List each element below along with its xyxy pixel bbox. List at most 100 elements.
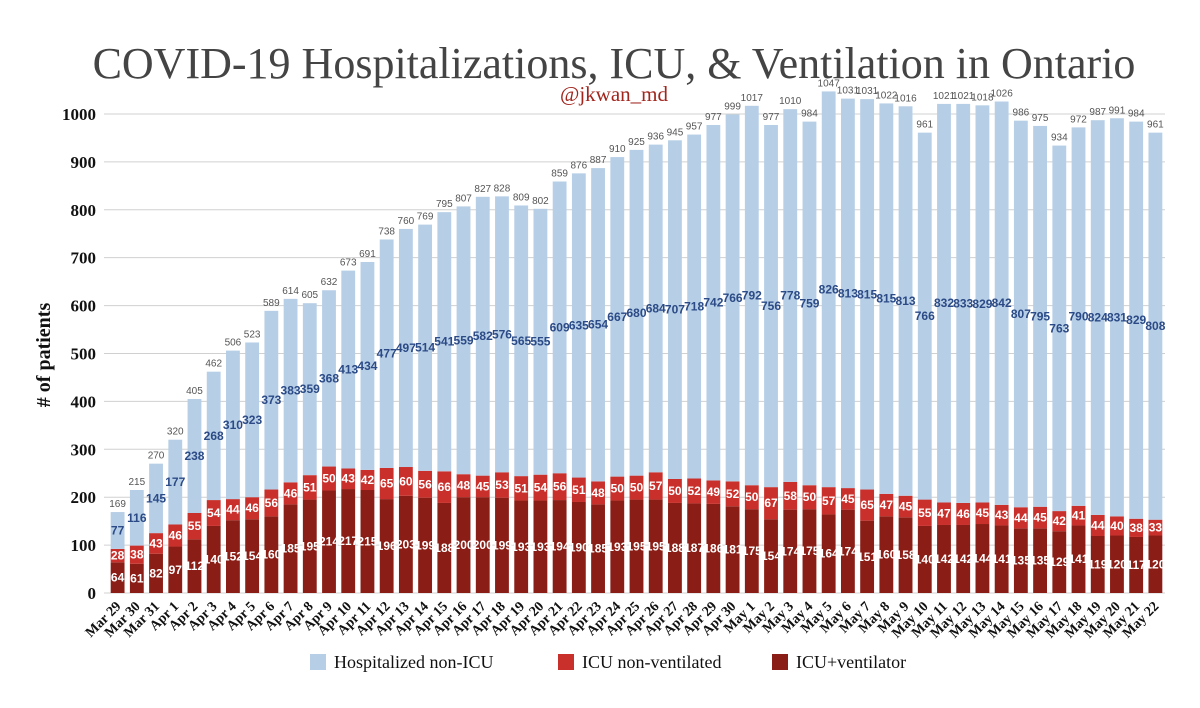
bar-icu-non-ventilated	[533, 474, 548, 501]
label-hospitalized-non-icu: 635	[569, 318, 589, 332]
bar-icu-ventilator	[610, 500, 625, 593]
bar-icu-ventilator	[398, 495, 413, 593]
label-icu-ventilator: 140	[915, 552, 935, 566]
label-icu-ventilator: 64	[111, 571, 125, 585]
label-total: 589	[263, 298, 280, 309]
y-tick-label: 400	[71, 392, 97, 411]
bar-hospitalized-non-icu	[1129, 121, 1144, 519]
bar-icu-ventilator	[283, 504, 298, 593]
label-icu-ventilator: 164	[819, 547, 839, 561]
bar-hospitalized-non-icu	[495, 196, 509, 473]
bar-hospitalized-non-icu	[917, 132, 932, 500]
label-total: 1026	[991, 88, 1014, 99]
label-icu-non-ventilated: 50	[322, 472, 336, 486]
bar-icu-ventilator	[245, 519, 260, 593]
label-icu-ventilator: 140	[204, 552, 224, 566]
label-icu-non-ventilated: 43	[342, 472, 356, 486]
label-icu-non-ventilated: 56	[418, 477, 432, 491]
bar-icu-non-ventilated	[206, 500, 221, 526]
label-hospitalized-non-icu: 813	[896, 294, 916, 308]
bar-hospitalized-non-icu	[860, 99, 875, 490]
label-icu-ventilator: 97	[169, 563, 183, 577]
bar-icu-ventilator	[764, 519, 778, 593]
y-axis-ticks: 0 100 200 300 400 500 600 700 800 900 1000	[62, 105, 96, 603]
label-icu-non-ventilated: 54	[207, 506, 221, 520]
bar-icu-non-ventilated	[571, 477, 586, 502]
bar-hospitalized-non-icu	[879, 103, 894, 494]
bar-icu-ventilator	[1148, 535, 1163, 593]
bar-hospitalized-non-icu	[456, 206, 471, 475]
bar-icu-non-ventilated	[840, 488, 855, 510]
bar-icu-non-ventilated	[725, 481, 740, 507]
label-total: 828	[494, 183, 511, 194]
y-tick-label: 600	[71, 297, 97, 316]
bar-hospitalized-non-icu	[245, 342, 260, 498]
label-icu-ventilator: 181	[723, 543, 743, 557]
bar-icu-ventilator	[322, 490, 336, 593]
bar-icu-non-ventilated	[456, 474, 471, 498]
y-tick-label: 200	[71, 488, 97, 507]
bar-icu-non-ventilated	[956, 502, 971, 525]
legend: Hospitalized non-ICU ICU non-ventilated IC…	[310, 652, 906, 672]
chart-title: COVID-19 Hospitalizations, ICU, & Ventil…	[93, 39, 1136, 88]
bar-icu-non-ventilated	[917, 499, 932, 526]
label-icu-ventilator: 160	[261, 548, 281, 562]
label-hospitalized-non-icu: 654	[588, 318, 608, 332]
label-icu-ventilator: 185	[281, 542, 301, 556]
bar-hospitalized-non-icu	[514, 205, 529, 477]
label-icu-non-ventilated: 43	[149, 536, 163, 550]
label-hospitalized-non-icu: 368	[319, 371, 339, 385]
label-icu-ventilator: 200	[454, 538, 474, 552]
bar-icu-non-ventilated	[648, 472, 663, 500]
bar-icu-non-ventilated	[994, 504, 1009, 526]
label-hospitalized-non-icu: 609	[550, 320, 570, 334]
bar-hospitalized-non-icu	[1071, 127, 1086, 506]
bar-hospitalized-non-icu	[571, 173, 586, 478]
label-hospitalized-non-icu: 413	[338, 363, 358, 377]
bar-icu-ventilator	[725, 506, 740, 593]
label-icu-non-ventilated: 56	[265, 496, 279, 510]
label-hospitalized-non-icu: 831	[1107, 310, 1127, 324]
label-total: 523	[244, 329, 261, 340]
label-icu-ventilator: 217	[338, 534, 358, 548]
bar-icu-ventilator	[840, 509, 855, 593]
label-icu-non-ventilated: 57	[649, 479, 663, 493]
label-total: 972	[1070, 114, 1087, 125]
bar-icu-non-ventilated	[668, 478, 682, 503]
bar-icu-non-ventilated	[129, 545, 144, 564]
label-icu-non-ventilated: 28	[111, 549, 125, 563]
label-total: 614	[282, 286, 299, 297]
label-hospitalized-non-icu: 77	[111, 523, 125, 537]
label-icu-ventilator: 154	[761, 549, 781, 563]
label-total: 987	[1089, 107, 1106, 118]
label-total: 215	[128, 477, 145, 488]
bar-icu-non-ventilated	[937, 502, 951, 525]
bar-hospitalized-non-icu	[418, 224, 433, 471]
label-total: 887	[590, 155, 607, 166]
label-icu-non-ventilated: 50	[668, 484, 682, 498]
label-hospitalized-non-icu: 813	[838, 286, 858, 300]
label-icu-ventilator: 186	[703, 541, 723, 555]
bar-icu-ventilator	[975, 524, 990, 593]
label-icu-ventilator: 129	[1049, 555, 1069, 569]
label-total: 977	[705, 112, 722, 123]
label-total: 991	[1109, 105, 1126, 116]
bar-icu-ventilator	[1033, 528, 1048, 593]
label-hospitalized-non-icu: 707	[665, 303, 685, 317]
label-icu-non-ventilated: 48	[591, 486, 605, 500]
bar-icu-ventilator	[783, 509, 798, 593]
label-icu-non-ventilated: 45	[841, 492, 855, 506]
bar-icu-non-ventilated	[744, 485, 759, 510]
bar-icu-non-ventilated	[1052, 511, 1067, 532]
bar-icu-ventilator	[187, 539, 202, 593]
label-icu-ventilator: 152	[223, 550, 243, 564]
label-icu-non-ventilated: 38	[130, 548, 144, 562]
y-tick-label: 900	[71, 153, 97, 172]
y-tick-label: 100	[71, 536, 97, 555]
label-total: 961	[1147, 120, 1164, 131]
label-icu-ventilator: 174	[780, 544, 800, 558]
bar-hospitalized-non-icu	[168, 439, 183, 525]
bar-icu-non-ventilated	[860, 489, 875, 521]
label-icu-ventilator: 175	[799, 544, 819, 558]
